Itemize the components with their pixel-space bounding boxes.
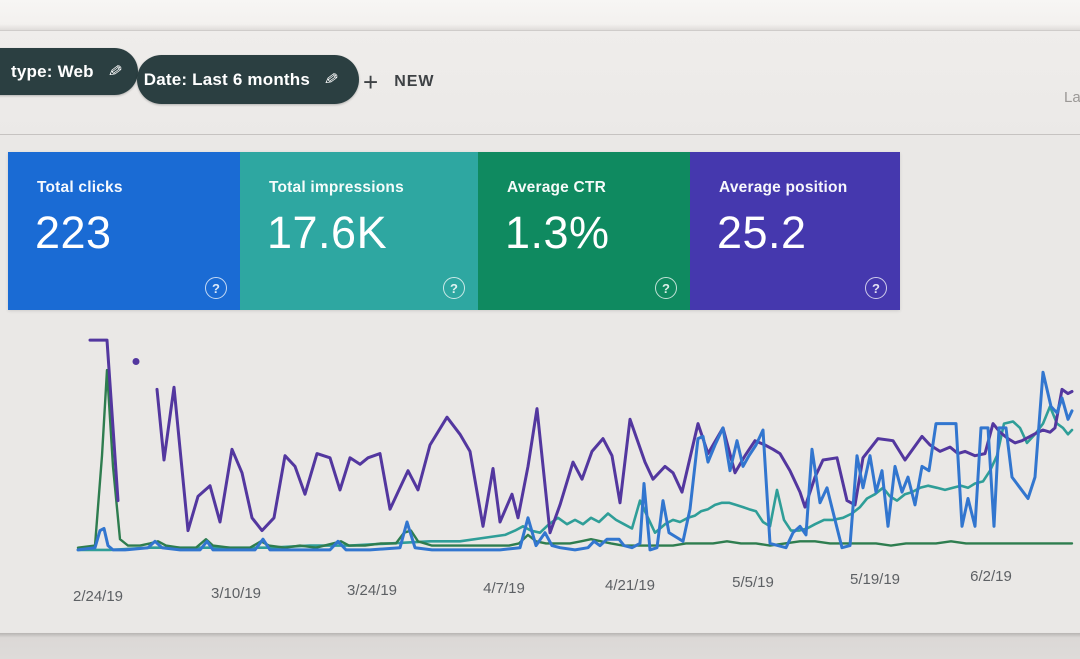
filter-bar: type: Web ✎ Date: Last 6 months ✎ + NEW …	[0, 31, 1080, 135]
x-axis-label: 4/7/19	[483, 580, 525, 597]
card-label: Average CTR	[507, 179, 606, 196]
x-axis-label: 6/2/19	[970, 568, 1012, 585]
total-impressions-card[interactable]: Total impressions 17.6K ?	[240, 152, 478, 310]
date-range-chip-label: Date: Last 6 months	[143, 69, 311, 89]
search-type-filter-chip[interactable]: type: Web ✎	[0, 48, 138, 95]
average-position-card[interactable]: Average position 25.2 ?	[690, 152, 900, 310]
x-axis-label: 3/10/19	[210, 585, 262, 602]
plus-icon: +	[363, 67, 379, 97]
card-value: 1.3%	[505, 207, 610, 258]
help-icon[interactable]: ?	[865, 277, 887, 299]
card-label: Average position	[719, 179, 848, 196]
new-button-label: NEW	[394, 73, 435, 90]
x-axis-label: 3/24/19	[346, 582, 398, 599]
new-filter-button[interactable]: + NEW	[363, 69, 435, 95]
help-icon[interactable]: ?	[655, 277, 677, 299]
date-range-filter-chip[interactable]: Date: Last 6 months ✎	[137, 55, 359, 104]
card-value: 17.6K	[267, 207, 388, 258]
x-axis-label: 5/5/19	[732, 574, 774, 591]
performance-report: Total clicks 223 ? Total impressions 17.…	[0, 135, 1080, 632]
monitor-top-bezel	[0, 0, 1080, 31]
total-clicks-card[interactable]: Total clicks 223 ?	[8, 152, 240, 310]
x-axis-label: 4/21/19	[604, 577, 656, 594]
card-value: 25.2	[717, 207, 807, 258]
card-label: Total impressions	[269, 179, 404, 196]
performance-line-chart[interactable]	[60, 330, 1080, 560]
edit-pencil-icon: ✎	[322, 68, 340, 90]
edit-pencil-icon: ✎	[106, 60, 124, 82]
page-bottom-edge	[0, 633, 1080, 659]
average-ctr-card[interactable]: Average CTR 1.3% ?	[478, 152, 690, 310]
x-axis-label: 5/19/19	[849, 571, 901, 588]
x-axis-label: 2/24/19	[72, 588, 124, 605]
help-icon[interactable]: ?	[443, 277, 465, 299]
card-value: 223	[35, 207, 112, 258]
card-label: Total clicks	[37, 179, 123, 196]
help-icon[interactable]: ?	[205, 277, 227, 299]
last-updated-partial-text: La	[1064, 89, 1080, 106]
metric-cards-row: Total clicks 223 ? Total impressions 17.…	[8, 152, 900, 310]
search-type-chip-label: type: Web	[11, 61, 94, 81]
